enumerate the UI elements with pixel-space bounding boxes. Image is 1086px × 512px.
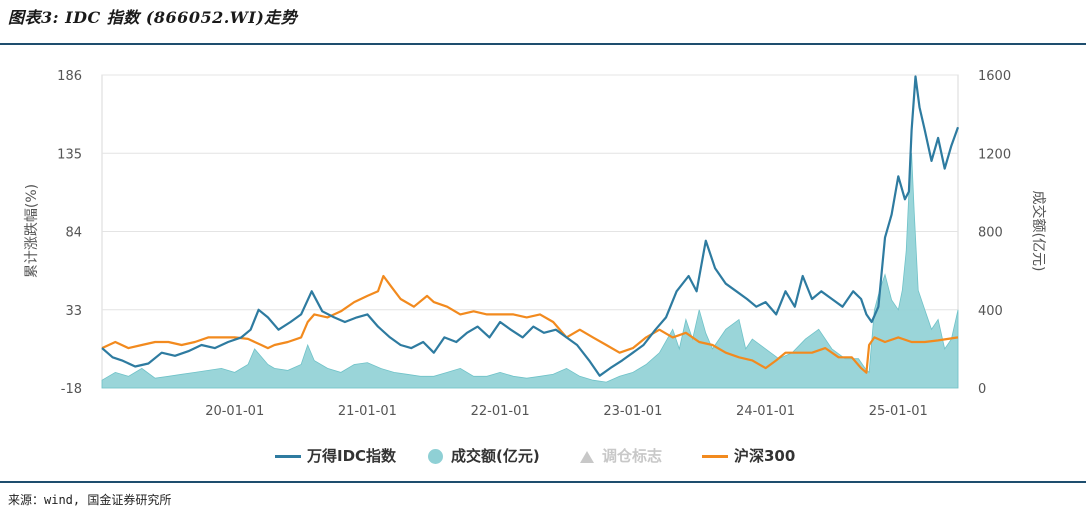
- x-tick-label: 22-01-01: [471, 404, 530, 419]
- x-tick-label: 25-01-01: [869, 404, 928, 419]
- right-tick-label: 1600: [978, 69, 1011, 84]
- volume-dot-swatch: [428, 449, 443, 464]
- right-tick-label: 400: [978, 304, 1003, 319]
- top-rule: [0, 43, 1086, 45]
- idc-line-swatch: [275, 455, 301, 458]
- left-tick-label: 186: [57, 69, 82, 84]
- right-axis-ticks: 1600 1200 800 400 0: [978, 69, 1011, 397]
- chart-legend: 万得IDC指数 成交额(亿元) 调仓标志 沪深300: [0, 440, 1086, 470]
- right-tick-label: 1200: [978, 147, 1011, 162]
- triangle-icon: [580, 450, 594, 463]
- grid-lines: [102, 74, 958, 311]
- lines-layer: [101, 75, 960, 377]
- left-axis-ticks: 186 135 84 33 -18: [57, 69, 82, 397]
- right-tick-label: 0: [978, 382, 986, 397]
- legend-item-idc[interactable]: 万得IDC指数: [275, 445, 396, 466]
- source-note: 来源：wind, 国金证券研究所: [8, 493, 172, 507]
- left-tick-label: 135: [57, 147, 82, 162]
- bottom-rule: [0, 481, 1086, 483]
- series-volume-area: [101, 153, 959, 389]
- right-axis-label: 成交额(亿元): [1030, 191, 1047, 272]
- legend-label-volume: 成交额(亿元): [451, 447, 540, 465]
- x-axis-ticks: 20-01-01 21-01-01 22-01-01 23-01-01 24-01-01…: [205, 404, 928, 419]
- legend-label-rebalance: 调仓标志: [602, 447, 663, 465]
- series-hs300-line: [101, 274, 959, 374]
- legend-label-idc: 万得IDC指数: [307, 447, 397, 465]
- legend-item-rebalance[interactable]: 调仓标志: [580, 445, 662, 466]
- left-tick-label: -18: [61, 382, 82, 397]
- volume-area-layer: [101, 153, 959, 389]
- x-tick-label: 21-01-01: [338, 404, 397, 419]
- x-tick-label: 20-01-01: [205, 404, 264, 419]
- legend-item-volume[interactable]: 成交额(亿元): [428, 445, 540, 466]
- left-tick-label: 33: [65, 304, 82, 319]
- left-tick-label: 84: [65, 226, 82, 241]
- legend-item-hs300[interactable]: 沪深300: [702, 445, 795, 466]
- x-tick-label: 24-01-01: [736, 404, 795, 419]
- series-idc-line: [101, 75, 960, 377]
- x-tick-label: 23-01-01: [603, 404, 662, 419]
- chart-area: 186 135 84 33 -18 1600 1200 800 400 0 20-01-01 21…: [24, 69, 1047, 419]
- right-tick-label: 800: [978, 226, 1003, 241]
- hs300-line-swatch: [702, 455, 728, 458]
- figure-title: 图表3: IDC 指数 (866052.WI)走势: [8, 8, 298, 27]
- left-axis-label: 累计涨跌幅(%): [24, 184, 40, 278]
- legend-label-hs300: 沪深300: [734, 447, 796, 465]
